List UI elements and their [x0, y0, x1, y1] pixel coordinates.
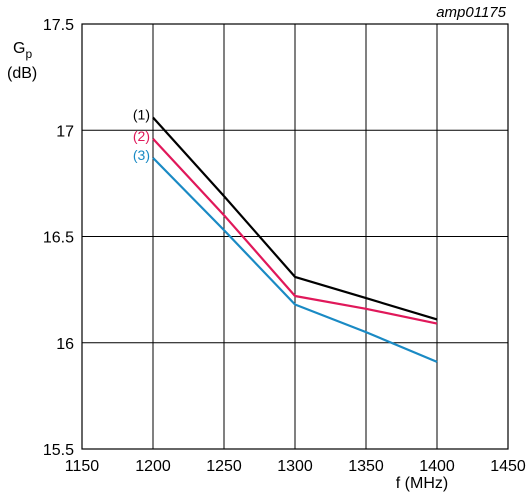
y-tick-label: 17.5: [43, 17, 74, 34]
y-axis-unit: (dB): [7, 65, 37, 82]
data-series: [152, 116, 438, 363]
series-labels: (1) (2) (3): [133, 107, 150, 163]
y-tick-label: 16: [56, 336, 74, 353]
x-tick-label: 1350: [348, 458, 384, 475]
y-axis-label-subscript: p: [25, 47, 32, 61]
series-line-2: [152, 137, 438, 325]
x-axis-label: f (MHz): [396, 475, 448, 492]
y-axis-label-main: G: [13, 40, 25, 57]
series-line-1: [152, 116, 438, 321]
series-label-1: (1): [133, 107, 150, 123]
x-tick-label: 1450: [490, 458, 526, 475]
series-line-3: [152, 157, 438, 363]
plot-frame: [81, 23, 509, 450]
reference-code: amp01175: [436, 4, 506, 21]
series-label-3: (3): [133, 147, 150, 163]
y-tick-label: 17: [56, 123, 74, 140]
x-tick-label: 1300: [277, 458, 313, 475]
y-axis-label: Gp: [13, 40, 32, 61]
x-tick-label: 1150: [65, 458, 100, 475]
tick-labels: 1150 1200 1250 1300 1350 1400 1450 15.5 16 16.5 17…: [43, 17, 526, 475]
grid-lines: [81, 23, 509, 450]
y-tick-label: 15.5: [43, 442, 74, 459]
x-tick-label: 1250: [206, 458, 242, 475]
x-tick-label: 1200: [135, 458, 171, 475]
series-label-2: (2): [133, 128, 150, 144]
x-tick-label: 1400: [419, 458, 455, 475]
y-tick-label: 16.5: [43, 230, 74, 247]
